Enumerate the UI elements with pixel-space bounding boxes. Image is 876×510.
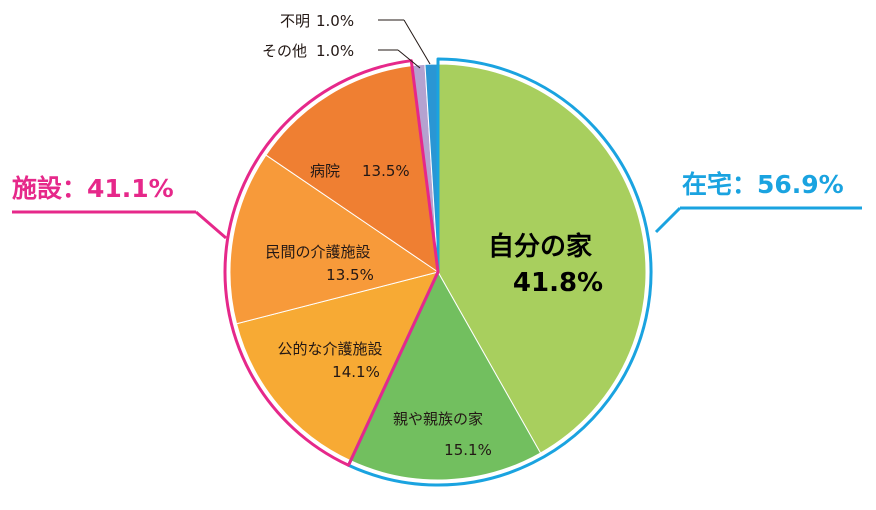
slice-value-oya-shinzoku: 15.1% (444, 441, 492, 459)
group-leader-facility-d (195, 210, 227, 240)
callout-value-sonota: 1.0% (316, 42, 354, 60)
slice-value-koteki-kaigo: 14.1% (332, 363, 380, 381)
slice-value-jibun-no-ie: 41.8% (513, 268, 603, 298)
slice-label-jibun-no-ie: 自分の家 (488, 231, 592, 262)
callout-line-sonota-diagonal (397, 49, 421, 69)
slice-label-oya-shinzoku: 親や親族の家 (393, 410, 483, 428)
group-label-home: 在宅：56.9% (682, 170, 844, 199)
pie-slice-1 (349, 270, 542, 481)
callout-value-fumei: 1.0% (316, 12, 354, 30)
callout-line-fumei-diagonal (403, 19, 431, 65)
slice-value-byoin: 13.5% (362, 162, 410, 180)
slice-labels: 自分の家 41.8% 親や親族の家 15.1% 公的な介護施設 14.1% 民間… (265, 162, 603, 459)
group-leader-home-d (654, 206, 682, 234)
group-label-facility: 施設：41.1% (12, 174, 174, 203)
slice-label-byoin: 病院 (310, 162, 340, 180)
slice-label-minkan-kaigo: 民間の介護施設 (265, 243, 370, 261)
group-labels: 在宅：56.9% 施設：41.1% (12, 170, 862, 240)
group-outline-facility (223, 59, 440, 467)
pie-slice-0 (437, 63, 647, 454)
callout-label-sonota: その他 (262, 42, 307, 60)
pie-slice-3 (229, 154, 440, 325)
slice-label-koteki-kaigo: 公的な介護施設 (277, 340, 382, 358)
pie-slice-4 (265, 65, 439, 274)
group-outlines (223, 57, 653, 487)
small-slice-callouts: 不明 1.0% その他 1.0% (262, 12, 431, 69)
callout-label-fumei: 不明 (280, 12, 310, 30)
slice-value-minkan-kaigo: 13.5% (326, 266, 374, 284)
pie-slice-2 (235, 271, 439, 462)
group-outline-home (347, 57, 653, 487)
